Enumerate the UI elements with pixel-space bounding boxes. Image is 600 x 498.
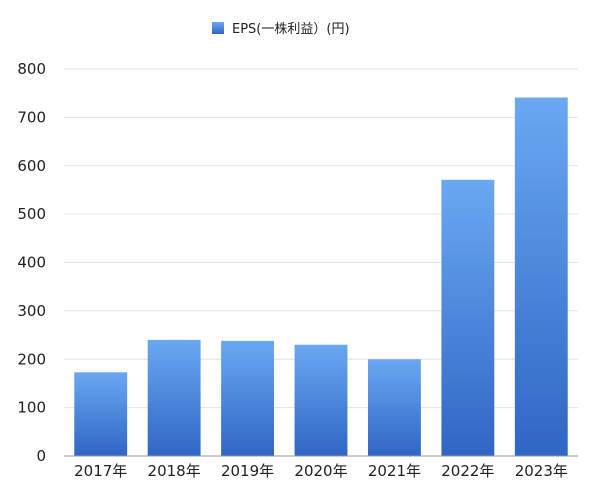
bar-2021年 — [367, 359, 421, 456]
y-tick-label: 600 — [17, 157, 46, 175]
bar-2019年 — [221, 340, 275, 456]
x-axis-ticks: 2017年 2018年 2019年 2020年 2021年 2022年 2023年 — [74, 462, 568, 480]
x-tick-label: 2022年 — [441, 462, 494, 480]
x-tick-label: 2018年 — [148, 462, 201, 480]
x-tick-label: 2017年 — [74, 462, 127, 480]
bar-2022年 — [441, 179, 495, 456]
y-tick-label: 700 — [17, 108, 46, 126]
y-tick-label: 100 — [17, 399, 46, 417]
bar-2020年 — [294, 344, 348, 456]
bar-2023年 — [514, 97, 568, 456]
y-tick-label: 200 — [17, 350, 46, 368]
x-tick-label: 2023年 — [515, 462, 568, 480]
y-axis-ticks: 0 100 200 300 400 500 600 700 800 — [17, 60, 46, 465]
x-tick-label: 2021年 — [368, 462, 421, 480]
y-tick-label: 500 — [17, 205, 46, 223]
legend-label: EPS(一株利益）(円) — [232, 22, 350, 37]
y-tick-label: 0 — [36, 447, 46, 465]
x-tick-label: 2020年 — [294, 462, 347, 480]
legend-swatch — [212, 22, 224, 34]
y-tick-label: 400 — [17, 254, 46, 272]
legend: EPS(一株利益）(円) — [212, 22, 350, 37]
x-tick-label: 2019年 — [221, 462, 274, 480]
bar-2017年 — [74, 372, 128, 456]
bars — [74, 97, 568, 456]
y-tick-label: 300 — [17, 302, 46, 320]
y-tick-label: 800 — [17, 60, 46, 78]
bar-2018年 — [147, 339, 201, 456]
